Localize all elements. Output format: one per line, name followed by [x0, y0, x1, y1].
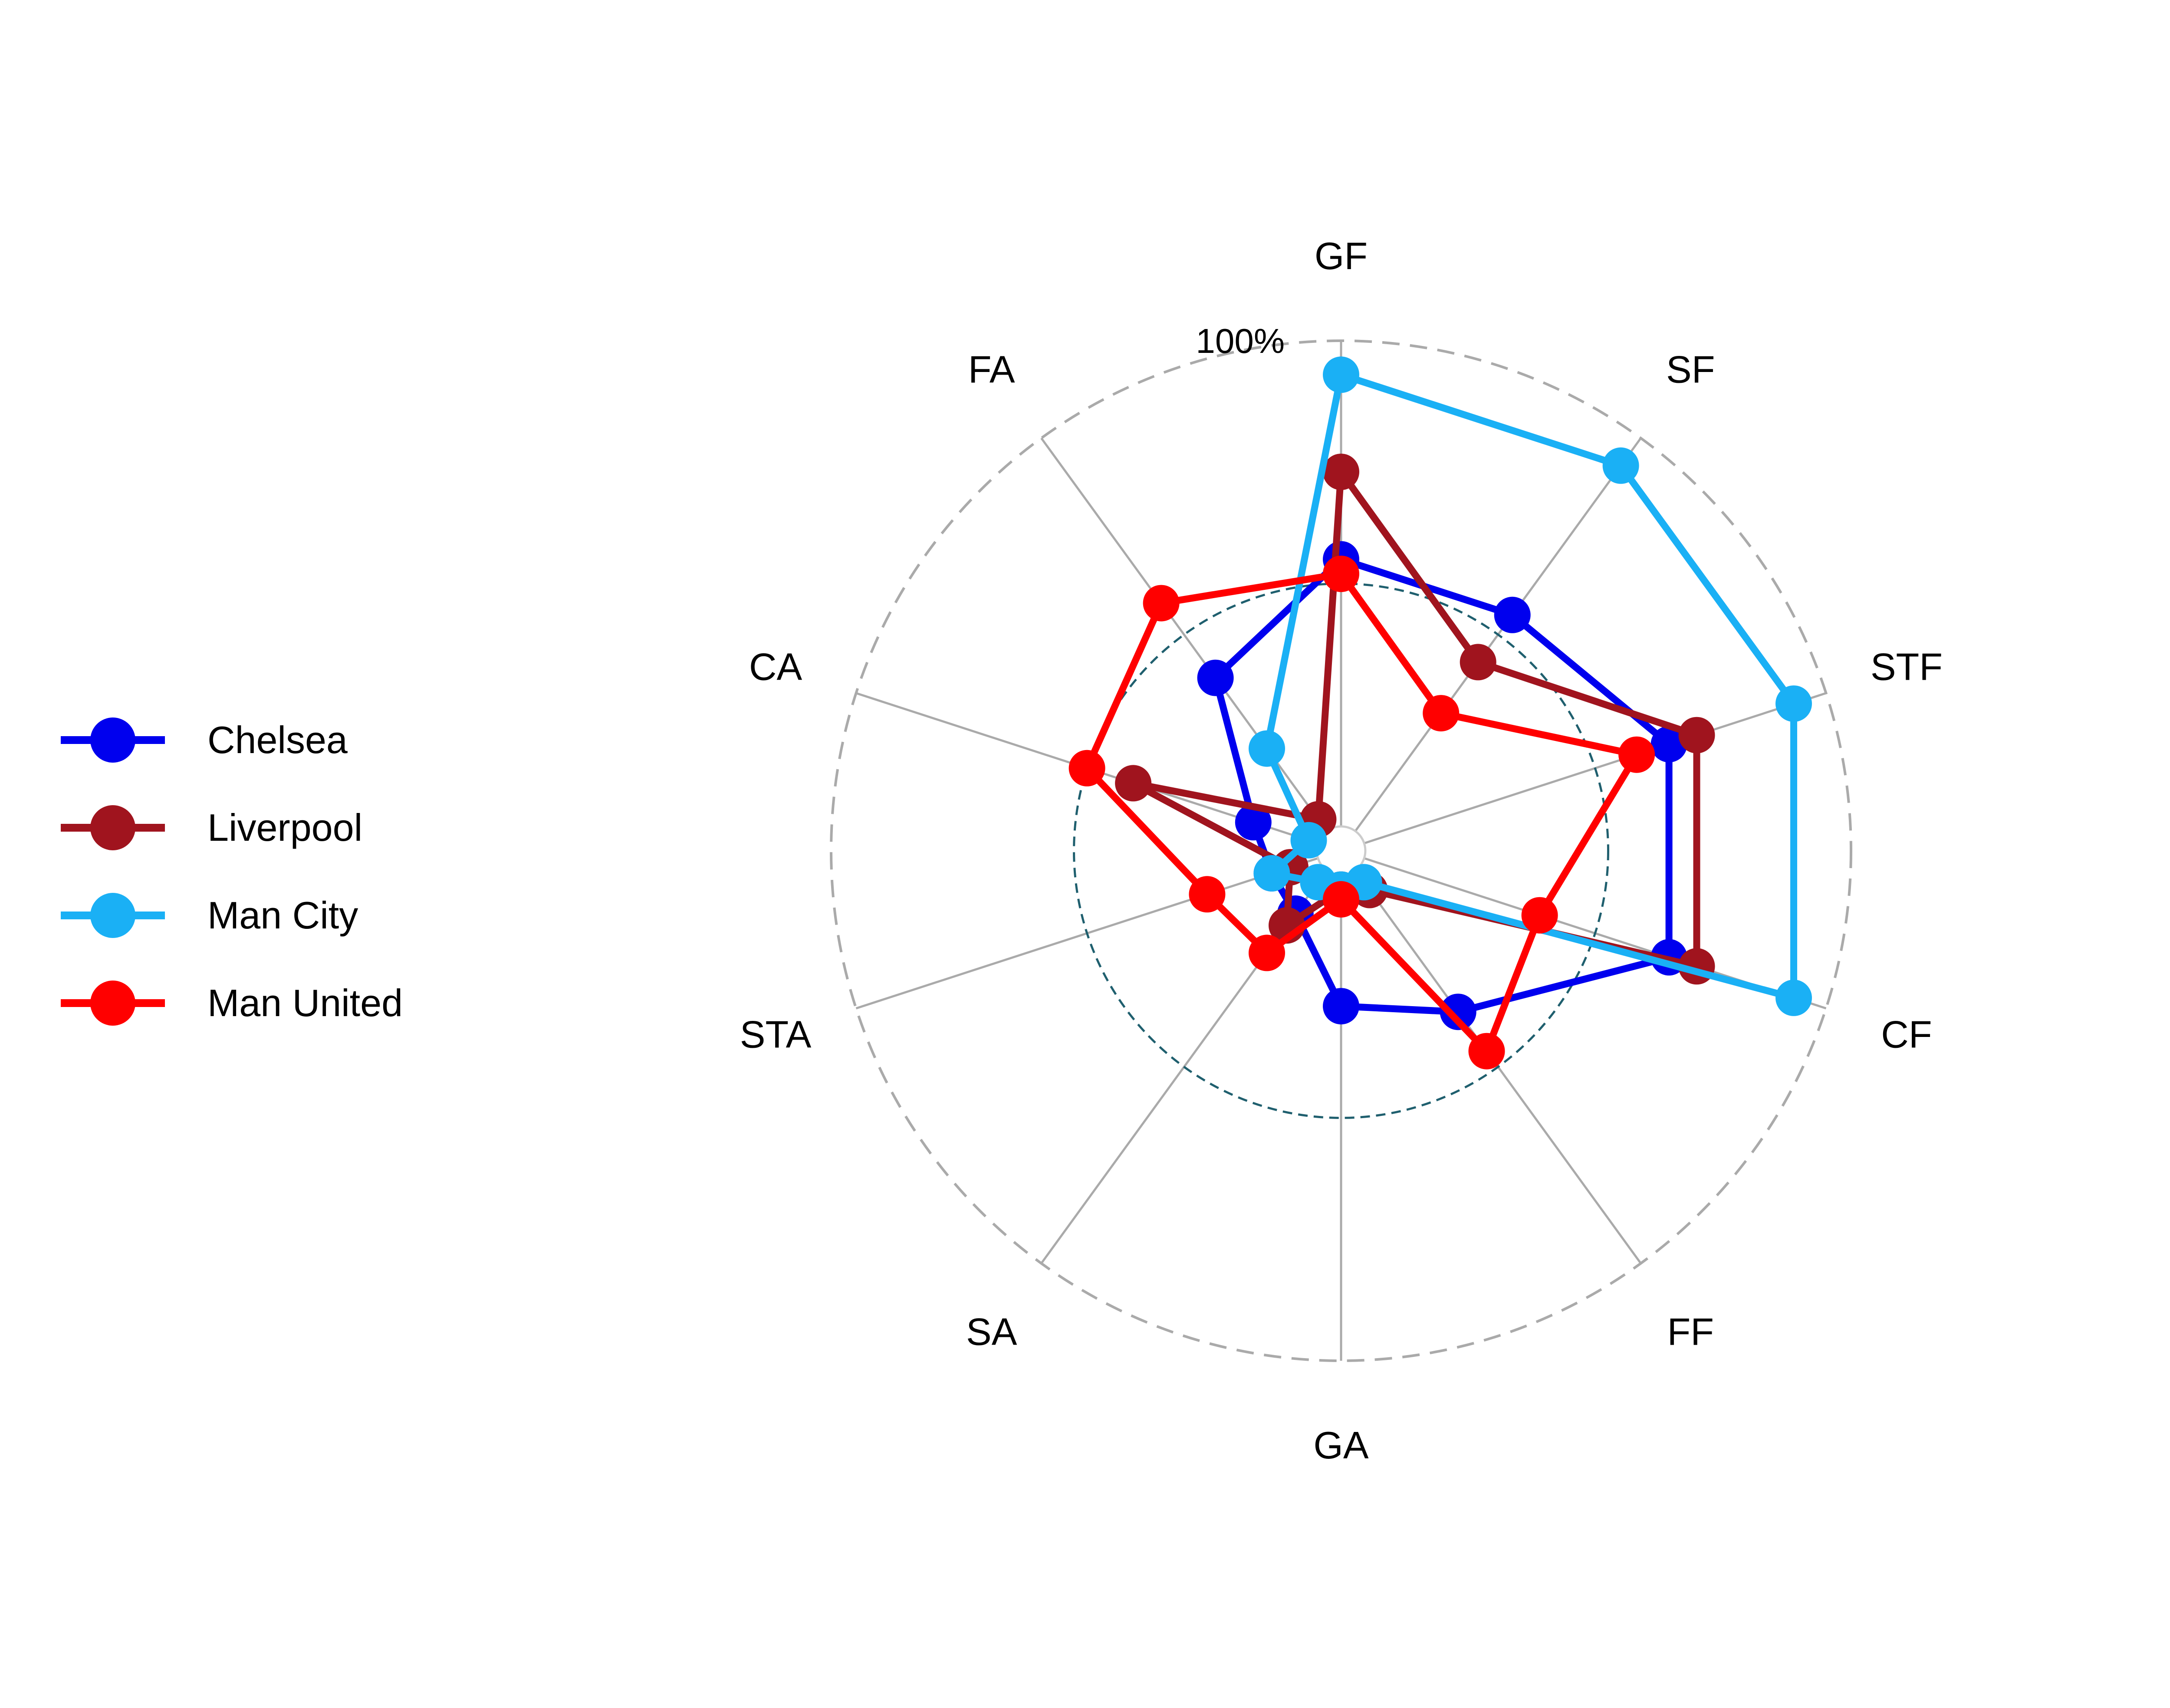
legend-marker-man-city — [90, 893, 135, 938]
point-chelsea-ca — [1235, 804, 1272, 841]
legend-marker-chelsea — [90, 717, 135, 763]
point-man-united-ga — [1323, 881, 1359, 918]
point-chelsea-stf — [1651, 726, 1687, 763]
point-liverpool-sf — [1460, 644, 1496, 681]
point-chelsea-sf — [1494, 596, 1531, 633]
axis-label-cf: CF — [1881, 1013, 1932, 1056]
axis-label-ff: FF — [1667, 1310, 1714, 1353]
legend-label-man-city: Man City — [207, 894, 358, 937]
point-liverpool-gf — [1323, 454, 1359, 490]
spoke-fa — [1040, 437, 1328, 832]
axis-label-sf: SF — [1666, 348, 1715, 391]
point-man-city-cf — [1775, 979, 1812, 1016]
axis-label-sta: STA — [740, 1013, 812, 1056]
legend-label-man-united: Man United — [207, 981, 403, 1024]
point-man-united-ca — [1069, 750, 1105, 787]
legend: Chelsea Liverpool Man City Man United — [61, 717, 403, 1026]
point-man-city-sf — [1602, 447, 1639, 484]
point-man-united-cf — [1521, 897, 1558, 934]
axis-label-fa: FA — [968, 348, 1015, 391]
point-liverpool-stf — [1678, 717, 1715, 754]
series-layer — [1069, 356, 1812, 1070]
axis-label-layer: 100% GF SF STF CF FF GA SA STA CA FA — [740, 234, 1943, 1467]
legend-item-man-united: Man United — [61, 981, 403, 1026]
legend-marker-liverpool — [90, 805, 135, 850]
legend-label-liverpool: Liverpool — [207, 806, 362, 849]
legend-item-liverpool: Liverpool — [61, 805, 362, 850]
point-man-city-gf — [1323, 356, 1359, 393]
point-man-city-ca — [1290, 822, 1327, 859]
legend-item-chelsea: Chelsea — [61, 717, 348, 763]
outer-ring — [830, 339, 1852, 1362]
point-chelsea-ga — [1323, 988, 1359, 1025]
point-man-united-sf — [1423, 695, 1460, 732]
point-man-united-ff — [1468, 1033, 1505, 1070]
axis-label-stf: STF — [1871, 645, 1943, 688]
point-man-city-sta — [1253, 855, 1290, 892]
point-chelsea-ff — [1440, 994, 1476, 1030]
legend-label-chelsea: Chelsea — [207, 718, 348, 761]
point-man-city-fa — [1249, 730, 1285, 767]
axis-label-ga: GA — [1313, 1424, 1368, 1467]
scale-label: 100% — [1196, 322, 1285, 360]
axis-label-gf: GF — [1315, 234, 1368, 277]
legend-marker-man-united — [90, 981, 135, 1026]
point-man-united-fa — [1143, 585, 1180, 622]
point-liverpool-ca — [1115, 765, 1152, 802]
point-man-united-gf — [1323, 556, 1359, 592]
point-man-united-sa — [1249, 935, 1285, 971]
axis-label-sa: SA — [966, 1310, 1017, 1353]
legend-item-man-city: Man City — [61, 893, 358, 938]
point-man-united-stf — [1618, 736, 1655, 773]
point-man-united-sta — [1189, 876, 1226, 913]
axis-label-ca: CA — [749, 645, 802, 688]
point-chelsea-fa — [1197, 659, 1234, 696]
point-man-city-stf — [1775, 685, 1812, 722]
